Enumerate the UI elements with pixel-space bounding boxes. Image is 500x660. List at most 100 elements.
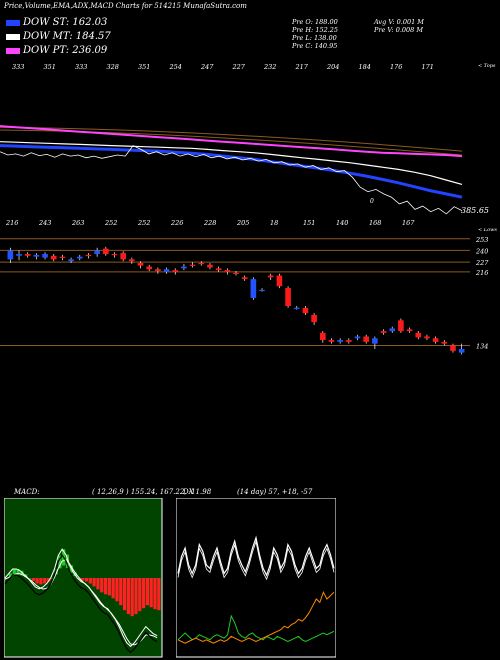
macd-histogram-bar (103, 578, 108, 595)
candle-body (380, 331, 387, 333)
macd-histogram-bar (35, 578, 39, 584)
candle-body (346, 340, 352, 342)
candle-body (94, 250, 100, 254)
bottom-price-label: 226 (170, 219, 183, 225)
macd-histogram-bar (27, 578, 32, 579)
candle-body (7, 250, 14, 260)
adx-series-line (177, 590, 335, 644)
macd-histogram-bar (43, 578, 47, 584)
macd-histogram-bar (46, 578, 51, 582)
ma-st-swatch (6, 19, 20, 26)
macd-histogram-bar (12, 569, 16, 575)
candle-body (42, 254, 48, 258)
level-label: 253 (475, 236, 488, 244)
candle-body (33, 254, 40, 257)
macd-histogram-bar (8, 573, 13, 577)
candle-body (415, 332, 422, 338)
level-label: 227 (475, 259, 489, 267)
candle-body (328, 340, 335, 342)
macd-histogram-bar (100, 578, 104, 593)
level-label: 216 (475, 269, 488, 277)
bottom-price-label: 18 (270, 219, 278, 225)
candle-body (163, 269, 170, 272)
bottom-price-label: 252 (137, 219, 150, 225)
top-price-label: 351 (44, 63, 56, 71)
candle-body (319, 332, 326, 341)
candle-body (389, 328, 396, 332)
candle-body (363, 336, 369, 342)
candle-body (50, 255, 57, 260)
macd-histogram-bar (39, 578, 43, 585)
candle-body (137, 262, 144, 266)
level-label: 134 (476, 342, 488, 350)
top-price-label: 328 (107, 63, 119, 71)
candle-body (215, 268, 222, 271)
top-price-label: 171 (422, 63, 434, 71)
macd-histogram-bar (119, 578, 123, 606)
macd-histogram-bar (84, 578, 89, 582)
level-label: 240 (475, 247, 488, 255)
candle-body (59, 256, 66, 258)
candle-body (120, 253, 126, 260)
candle-body (129, 259, 135, 262)
bottom-price-label: 252 (104, 219, 117, 225)
macd-histogram-bar (92, 578, 96, 587)
candle-body (302, 307, 309, 314)
candle-body (24, 254, 31, 256)
candle-body (293, 307, 300, 309)
candle-body (207, 264, 213, 268)
candle-body (181, 266, 187, 269)
candle-body (285, 288, 291, 306)
macd-histogram-bar (31, 578, 35, 581)
candle-body (146, 266, 153, 270)
bottom-price-label: 243 (38, 219, 51, 225)
macd-histogram-bar (115, 578, 119, 602)
candle-body (198, 262, 205, 265)
macd-histogram-bar (126, 578, 130, 615)
candle-body (424, 336, 430, 339)
candle-body (189, 264, 196, 266)
signal-line (4, 558, 158, 646)
candle-body (76, 256, 83, 259)
macd-histogram-bar (145, 578, 150, 606)
ohlc-low: Pre L: 138.00 (292, 34, 337, 42)
macd-histogram-bar (54, 569, 58, 575)
top-price-label: 254 (169, 63, 182, 71)
ma-legend-mt: DOW MT: 184.57 (6, 31, 111, 42)
adx-series-line (177, 540, 335, 581)
macd-histogram-bar (141, 578, 146, 609)
bottom-price-label: 216 (5, 219, 18, 225)
ma-legend-pt: DOW PT: 236.09 (6, 45, 107, 56)
avg-volume: Avg V: 0.001 M (374, 18, 424, 26)
macd-label: MACD: (14, 488, 40, 496)
top-price-label: 184 (359, 63, 371, 71)
candle-body (458, 349, 465, 353)
candle-body (432, 338, 439, 342)
ema-series-line (0, 144, 463, 199)
candle-body (172, 270, 179, 272)
candle-body (311, 314, 317, 323)
macd-histogram-bar (81, 578, 85, 581)
candle-body (85, 254, 92, 257)
candle-body (103, 248, 109, 254)
candle-body (155, 269, 161, 272)
macd-histogram-bar (111, 578, 115, 599)
macd-histogram-bar (122, 578, 127, 611)
adx-chart (176, 498, 336, 658)
chart-title: Price,Volume,EMA,ADX,MACD Charts for 514… (4, 2, 247, 10)
ohlc-open: Pre O: 188.00 (292, 18, 338, 26)
lows-label: < Lows (478, 228, 497, 233)
top-price-label: 217 (295, 63, 309, 71)
macd-histogram-bar (153, 578, 157, 610)
point-marker: 0 (370, 198, 374, 205)
candle-body (354, 336, 361, 339)
candle-body (16, 254, 22, 256)
candle-body (259, 289, 265, 292)
ema-band-line (0, 126, 463, 152)
top-price-label: 227 (232, 63, 246, 71)
bottom-price-label: 140 (336, 219, 348, 225)
ma-mt-label: DOW MT: 184.57 (23, 31, 111, 42)
price-line (0, 145, 463, 215)
ema-chart: 333 351 333 328 351 254 247 227 232 217 204 184 176 1… (0, 63, 496, 225)
bottom-price-label: 228 (203, 219, 216, 225)
